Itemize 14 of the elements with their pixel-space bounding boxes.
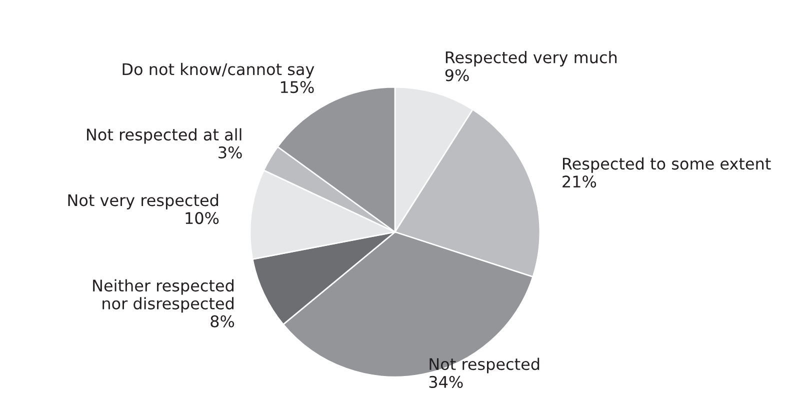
slice-label: Respected very much (446, 51, 617, 66)
slice-label: Do not know/cannot say (122, 62, 314, 78)
data-label: 3% (218, 146, 242, 158)
data-label: 10% (186, 212, 219, 224)
slice-label: Not very respected (68, 194, 218, 210)
data-label: 9% (445, 69, 469, 82)
slice-label: Not respected (430, 358, 540, 374)
data-label: 34% (429, 376, 463, 388)
data-label: 21% (562, 176, 596, 188)
slice-label: Not respected at all (87, 128, 242, 144)
data-label: 8% (210, 315, 234, 328)
data-label: 15% (280, 81, 314, 94)
slice-label: Respected to some extent (563, 157, 771, 173)
slice-label: Neither respected nor disrespected (93, 279, 234, 313)
